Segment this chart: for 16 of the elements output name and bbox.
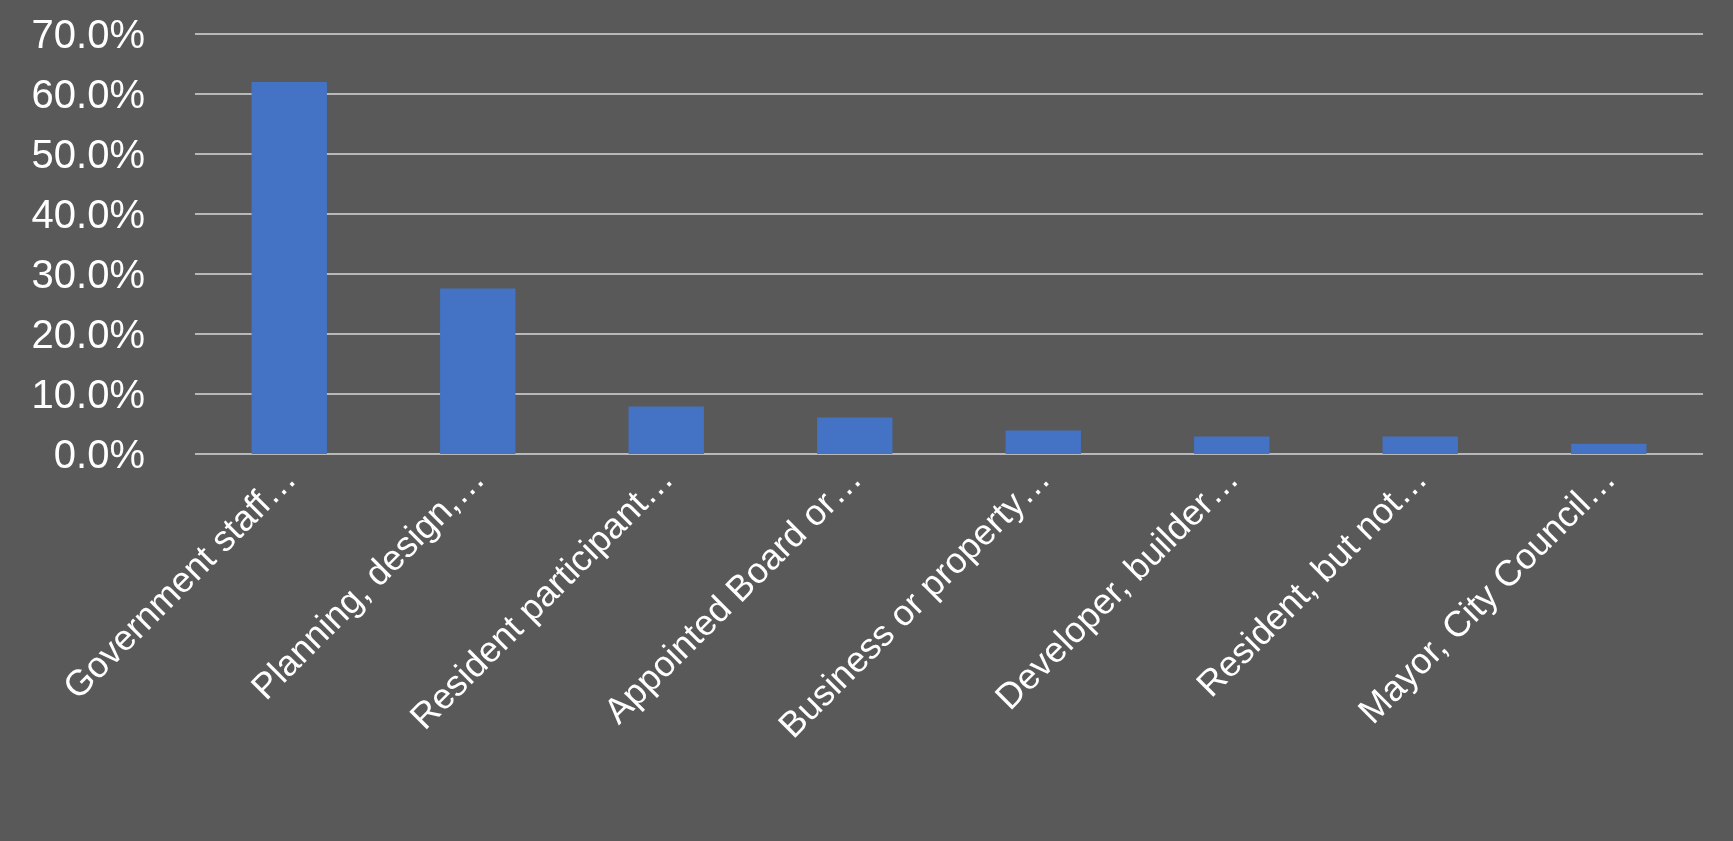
y-tick-label: 0.0% xyxy=(53,432,145,476)
bar xyxy=(1194,436,1270,454)
y-tick-label: 10.0% xyxy=(31,372,145,416)
y-tick-label: 70.0% xyxy=(31,12,145,56)
bar xyxy=(251,82,327,454)
y-tick-label: 20.0% xyxy=(31,312,145,356)
y-tick-label: 40.0% xyxy=(31,192,145,236)
y-tick-label: 60.0% xyxy=(31,72,145,116)
bar xyxy=(440,288,516,454)
bar xyxy=(1382,436,1458,454)
bar xyxy=(1005,430,1081,454)
bar xyxy=(817,417,893,454)
y-tick-label: 30.0% xyxy=(31,252,145,296)
bar xyxy=(628,406,704,454)
y-tick-label: 50.0% xyxy=(31,132,145,176)
bar xyxy=(1571,443,1647,454)
